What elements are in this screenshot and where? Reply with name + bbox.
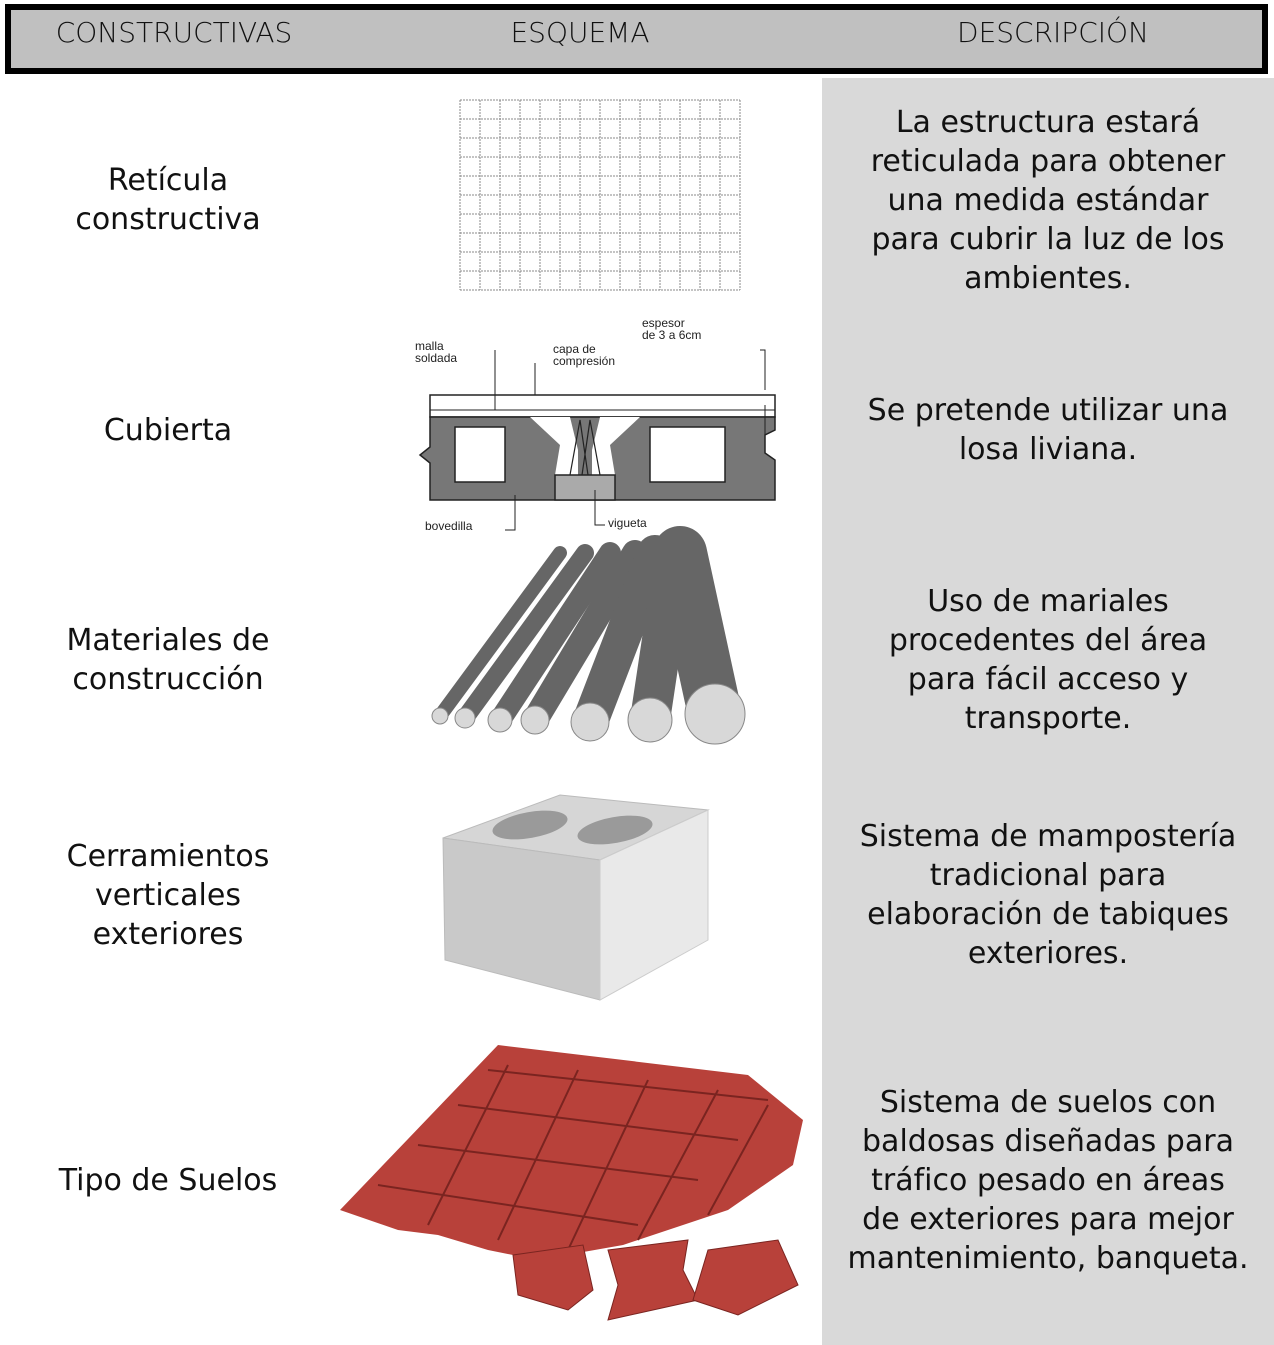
text-line: de exteriores para mejor <box>862 1201 1234 1237</box>
shape-circle <box>627 697 673 743</box>
shape-ellipse <box>492 810 568 840</box>
block-image <box>442 794 710 1001</box>
shape-circle <box>570 702 610 742</box>
text-line: baldosas diseñadas para <box>862 1123 1234 1159</box>
shape-path <box>569 419 601 476</box>
shape-path <box>430 349 775 435</box>
shape-tspan: compresión <box>553 354 615 368</box>
text-line: Cerramientos <box>66 838 270 874</box>
text-line: exteriores <box>92 916 244 952</box>
text-line: Sistema de mampostería <box>859 819 1237 854</box>
row-description: Sistema de mampostería tradicional para el… <box>822 790 1274 1000</box>
text-line: verticales <box>95 877 241 913</box>
text-line: tráfico pesado en áreas <box>871 1162 1225 1198</box>
text-line: losa liviana. <box>958 432 1138 467</box>
text-line: una medida estándar <box>887 182 1209 218</box>
shape-line <box>522 540 648 733</box>
shape-g <box>418 349 776 531</box>
text-line: ambientes. <box>964 260 1132 296</box>
slab-label: malla soldada <box>415 339 457 365</box>
text-line: para cubrir la luz de los <box>871 221 1225 257</box>
shape-circle <box>520 705 550 735</box>
row-label: Tipo de Suelos <box>0 1040 336 1320</box>
text-line: procedentes del área <box>888 623 1208 658</box>
shape-rect <box>429 394 776 418</box>
slab-label: capa de compresión <box>553 342 615 368</box>
text-line: Materiales de <box>66 623 270 658</box>
slab-label: vigueta <box>608 516 647 530</box>
text-line: Retícula <box>107 163 229 198</box>
shape-rect <box>554 474 616 501</box>
shape-path <box>427 1064 769 1251</box>
shape-circle <box>487 707 513 733</box>
row-label: Cubierta <box>0 330 336 530</box>
shape-line <box>572 535 673 740</box>
shape-line <box>489 542 621 731</box>
shape-path <box>592 417 640 475</box>
shape-tspan: soldada <box>415 351 457 365</box>
shape-line <box>433 546 567 723</box>
text-line: elaboración de tabiques <box>867 897 1229 932</box>
row-description: Sistema de suelos con baldosas diseñadas … <box>822 1040 1274 1320</box>
row-description: Uso de mariales procedentes del área para … <box>822 560 1274 760</box>
text-line: tradicional para <box>929 858 1167 893</box>
row-description: Se pretende utilizar una losa liviana. <box>822 330 1274 530</box>
rebar-image <box>431 526 746 745</box>
paver-image <box>340 1045 803 1321</box>
shape-g <box>377 1064 769 1251</box>
shape-g <box>433 526 742 741</box>
shape-tspan: espesor <box>642 316 685 330</box>
header-cell: CONSTRUCTIVAS <box>55 16 293 49</box>
shape-g <box>431 683 746 745</box>
shape-ellipse <box>577 815 653 845</box>
shape-rect <box>454 426 506 483</box>
row-label: Retícula constructiva <box>0 100 336 300</box>
shape-tspan: capa de <box>553 342 596 356</box>
shape-circle <box>684 683 746 745</box>
grid-scheme <box>459 99 741 291</box>
slab-label: bovedilla <box>425 519 473 533</box>
row-description: La estructura estará reticulada para obte… <box>822 100 1274 300</box>
slab-scheme: malla soldada capa de compresión espesor de… <box>415 316 776 533</box>
text-line: Uso de mariales <box>927 584 1169 619</box>
shape-polygon <box>512 1244 594 1311</box>
header-cell: ESQUEMA <box>510 16 650 49</box>
text-line: mantenimiento, banqueta. <box>847 1240 1249 1276</box>
description-column <box>822 78 1274 1345</box>
shape-circle <box>454 707 476 729</box>
shape-polygon <box>607 1239 699 1321</box>
shape-polygon <box>599 809 709 1001</box>
text-line: exteriores. <box>967 936 1129 971</box>
shape-path <box>530 417 578 475</box>
text-line: para fácil acceso y <box>907 662 1189 697</box>
text-line: constructiva <box>75 202 261 237</box>
shape-path <box>505 490 605 531</box>
shape-path <box>377 1069 769 1226</box>
shape-circle <box>431 707 449 725</box>
text-line: transporte. <box>964 701 1132 736</box>
shape-polygon <box>692 1239 799 1316</box>
text-line: construcción <box>72 662 264 697</box>
text-line: La estructura estará <box>895 104 1201 140</box>
shape-polygon <box>442 837 601 1001</box>
text-line: reticulada para obtener <box>870 143 1226 179</box>
table-header: CONSTRUCTIVAS ESQUEMA DESCRIPCIÓN <box>5 4 1268 74</box>
slab-label: espesor de 3 a 6cm <box>642 316 701 342</box>
row-label: Cerramientos verticales exteriores <box>0 790 336 1000</box>
text-line: Se pretende utilizar una <box>867 393 1229 428</box>
shape-polygon <box>340 1045 803 1260</box>
header-cell: DESCRIPCIÓN <box>957 16 1149 49</box>
text-line: Sistema de suelos con <box>879 1084 1217 1120</box>
text-line: Tipo de Suelos <box>58 1162 278 1198</box>
row-label: Materiales de construcción <box>0 560 336 760</box>
shape-tspan: malla <box>415 339 444 353</box>
shape-tspan: de 3 a 6cm <box>642 328 701 342</box>
text-line: Cubierta <box>103 412 233 448</box>
shape-rect <box>649 426 726 483</box>
shape-line <box>456 544 594 727</box>
